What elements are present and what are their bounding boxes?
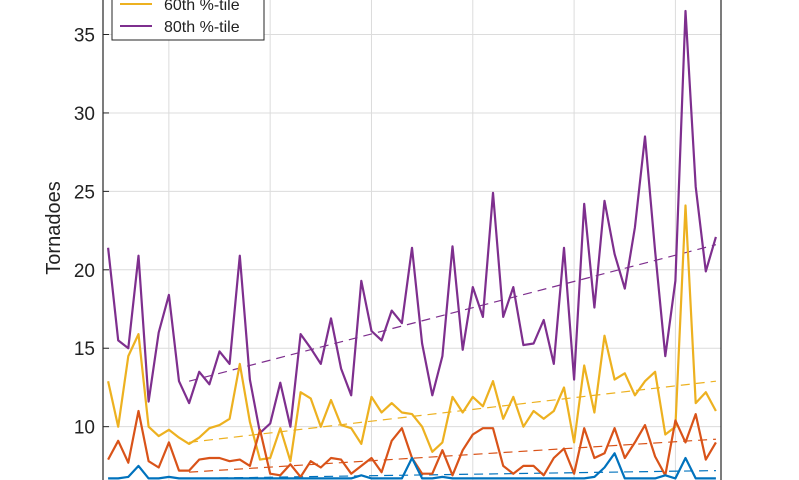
- series-lines: [107, 9, 717, 480]
- series-line-0: [107, 9, 717, 434]
- legend-label-60th: 60th %-tile: [164, 0, 240, 14]
- trend-line-2: [189, 438, 716, 473]
- y-tick-label: 25: [74, 182, 95, 203]
- legend-box: [111, 0, 265, 41]
- series-line-3: [108, 452, 716, 480]
- legend-label-80th: 80th %-tile: [164, 19, 240, 36]
- y-axis-title: Tornadoes: [43, 181, 65, 274]
- y-tick-label: 35: [74, 26, 95, 47]
- y-tick-label: 15: [74, 339, 95, 360]
- legend: 60th %-tile 80th %-tile: [111, 0, 265, 41]
- y-tick-label: 30: [74, 104, 95, 125]
- y-tick-label: 10: [74, 418, 95, 439]
- y-tick-label: 20: [74, 261, 95, 282]
- series-line-1: [107, 204, 717, 463]
- y-axis-ticks: 10 15 20 25 30 35: [74, 26, 109, 439]
- trend-line-1: [189, 380, 717, 443]
- plot-background: [103, 0, 721, 480]
